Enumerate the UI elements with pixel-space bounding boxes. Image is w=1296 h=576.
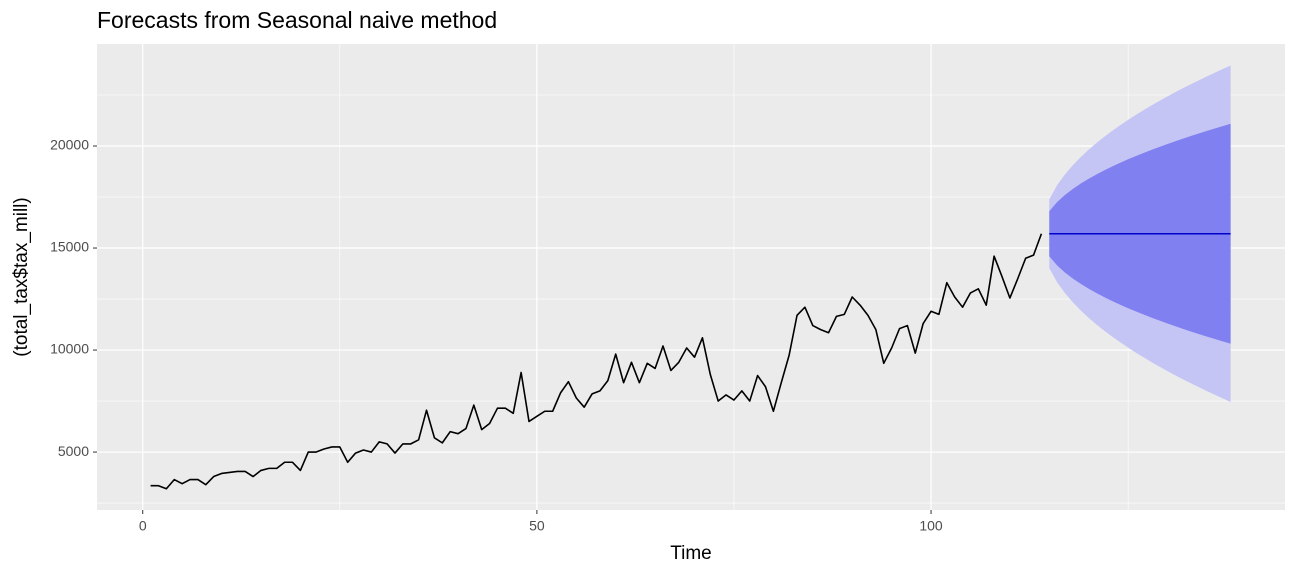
y-tick-label: 10000 [50,341,89,357]
series-line [150,233,1043,490]
y-tick-label: 15000 [50,239,89,255]
chart-title: Forecasts from Seasonal naive method [97,7,497,33]
y-tick-label: 20000 [50,137,89,153]
x-axis-label: Time [670,543,712,564]
y-tick-label: 5000 [58,443,89,459]
x-tick-label: 50 [529,518,545,534]
x-tick-label: 0 [139,518,147,534]
y-axis-label: (total_tax$tax_mill) [11,197,32,356]
x-tick-label: 100 [919,518,943,534]
